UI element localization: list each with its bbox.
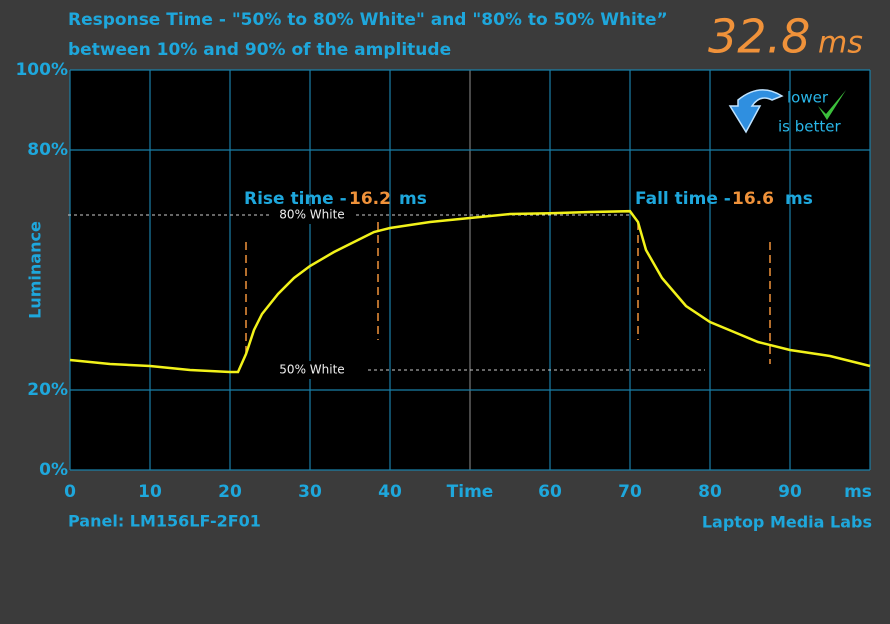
x-tick-label: Time [447, 482, 494, 502]
footer-left: Panel: LM156LF-2F01 [68, 512, 261, 531]
arrow-icon [728, 89, 784, 134]
trace [69, 209, 871, 374]
fall-value: 16.6 [732, 189, 774, 209]
fall-label: Fall time - [635, 189, 731, 209]
badge: lower is better [69, 69, 871, 471]
reference-label-bg [270, 361, 354, 379]
y-tick-label: 0% [39, 460, 68, 480]
x-tick-label: 80 [698, 482, 722, 502]
badge-text: is better [778, 118, 841, 136]
footer-right: Laptop Media Labs [702, 513, 872, 532]
reference-label-bg [270, 206, 354, 224]
x-tick-label: 60 [538, 482, 562, 502]
y-axis-title: Luminance [26, 221, 45, 319]
x-tick-label: 90 [778, 482, 802, 502]
total-unit: ms [818, 26, 863, 61]
total-value: 32.8 [708, 10, 810, 64]
y-tick-label: 20% [27, 380, 68, 400]
y-tick-label: 80% [27, 140, 68, 160]
x-tick-label: 0 [64, 482, 76, 502]
rise-unit: ms [399, 189, 427, 209]
x-tick-label: 70 [618, 482, 642, 502]
reference-label: 80% White [279, 208, 344, 222]
x-tick-label: ms [844, 482, 872, 502]
badge-text: lower [787, 89, 829, 107]
reference-label: 50% White [279, 363, 344, 377]
x-tick-label: 40 [378, 482, 402, 502]
x-tick-label: 30 [298, 482, 322, 502]
rise-label: Rise time - [244, 189, 347, 209]
x-tick-label: 20 [218, 482, 242, 502]
title-line: between 10% and 90% of the amplitude [68, 40, 451, 60]
fall-unit: ms [785, 189, 813, 209]
x-tick-label: 10 [138, 482, 162, 502]
y-tick-label: 100% [15, 60, 68, 80]
rise-value: 16.2 [349, 189, 391, 209]
title-line: Response Time - "50% to 80% White" and "… [68, 10, 668, 30]
